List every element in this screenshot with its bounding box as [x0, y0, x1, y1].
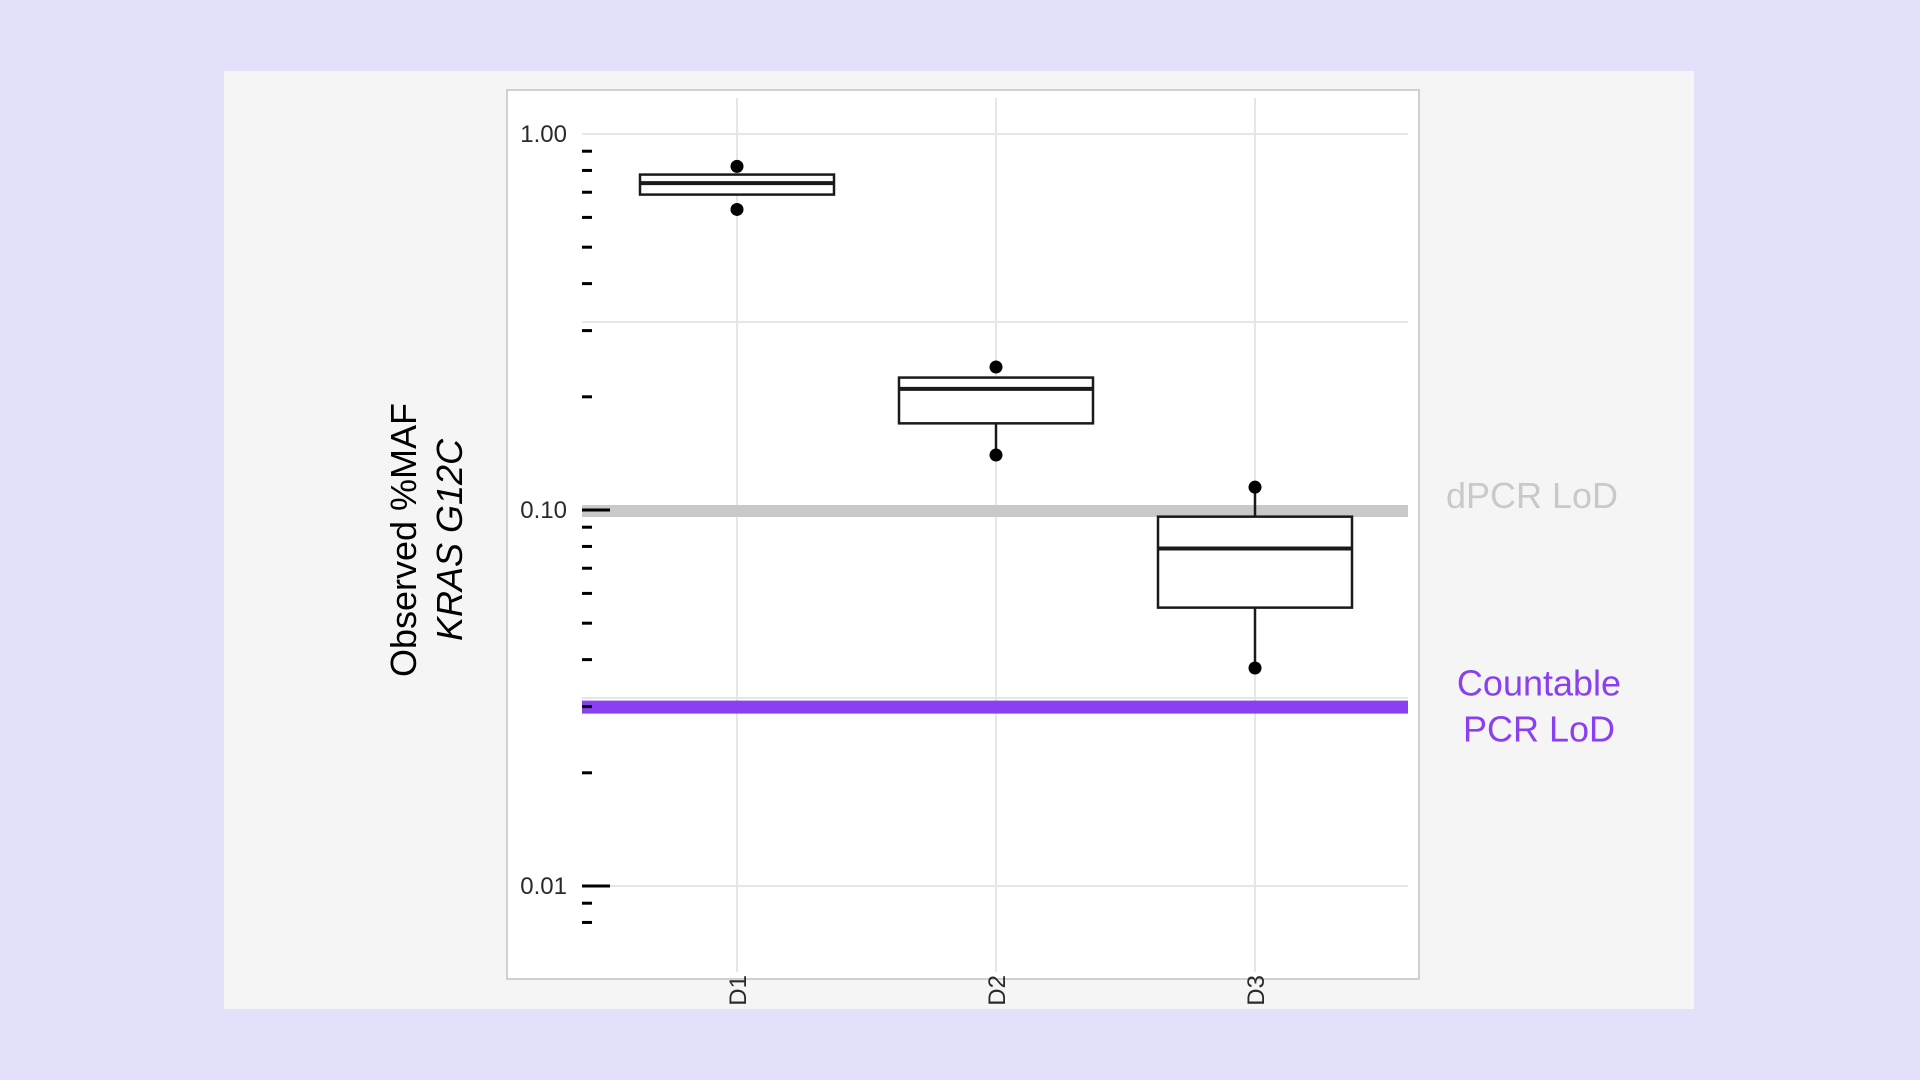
point-d2-1 — [989, 448, 1003, 462]
boxplots — [638, 159, 1354, 675]
dpcr-lod-line — [582, 505, 1408, 517]
countable-pcr-lod-line — [582, 700, 1408, 714]
y-tick-label-2: 0.01 — [520, 873, 567, 900]
y-tick-label-0: 1.00 — [520, 121, 567, 148]
box-d3 — [1156, 480, 1354, 675]
point-d2-0 — [989, 360, 1003, 374]
y-axis-title: Observed %MAF KRAS G12C — [383, 403, 470, 677]
y-tick-label-1: 0.10 — [520, 497, 567, 524]
point-d1-1 — [730, 202, 744, 216]
y-axis: 1.00 0.10 0.01 — [520, 121, 610, 924]
point-d3-0 — [1248, 661, 1262, 675]
reference-labels: dPCR LoD Countable PCR LoD — [1446, 475, 1621, 750]
y-axis-title-line2: KRAS G12C — [429, 438, 470, 641]
box-d1 — [638, 159, 836, 216]
point-d1-0 — [730, 159, 744, 173]
box-iqr-d3 — [1156, 515, 1354, 609]
y-axis-title-line1: Observed %MAF — [383, 403, 424, 677]
x-tick-label-d3: D3 — [1243, 975, 1270, 1006]
box-d2 — [897, 360, 1095, 462]
x-tick-label-d2: D2 — [984, 975, 1011, 1006]
box-iqr-d2 — [897, 376, 1095, 425]
x-axis: D1 D2 D3 — [725, 975, 1270, 1006]
countable-lod-label-line1: Countable — [1457, 663, 1621, 704]
point-d3-1 — [1248, 480, 1262, 494]
x-tick-label-d1: D1 — [725, 975, 752, 1006]
dpcr-lod-label: dPCR LoD — [1446, 475, 1618, 516]
countable-lod-label-line2: PCR LoD — [1463, 709, 1615, 750]
reference-lines — [582, 505, 1408, 714]
